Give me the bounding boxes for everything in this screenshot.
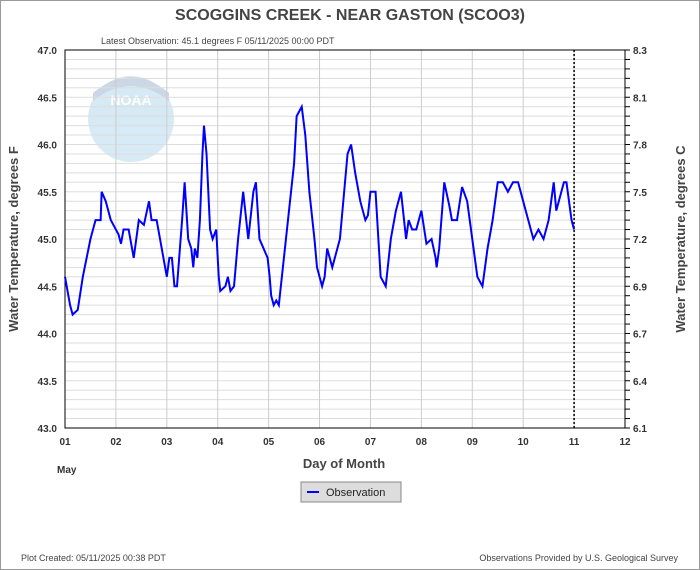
x-tick-label: 10	[518, 437, 530, 448]
y-tick-label: 44.0	[38, 330, 58, 341]
y2-tick-label: 8.3	[633, 46, 647, 57]
legend-box	[300, 481, 402, 503]
y-tick-label: 43.5	[38, 377, 58, 388]
y2-axis-label: Water Temperature, degrees C	[673, 145, 688, 333]
x-tick-label: 11	[569, 437, 580, 448]
x-tick-label: 03	[161, 437, 173, 448]
y2-tick-label: 7.2	[633, 235, 647, 246]
y2-tick-label: 6.1	[633, 424, 647, 435]
y-tick-label: 47.0	[38, 46, 58, 57]
x-axis-label: Day of Month	[303, 456, 385, 471]
y-tick-label: 45.5	[38, 188, 58, 199]
x-tick-label: 07	[365, 437, 377, 448]
month-label: May	[57, 465, 77, 476]
observation-line	[64, 103, 576, 317]
chart-title: SCOGGINS CREEK - NEAR GASTON (SCOO3)	[175, 7, 525, 24]
y-axis-label: Water Temperature, degrees F	[6, 146, 21, 332]
y2-tick-label: 6.9	[633, 282, 647, 293]
grid	[64, 49, 626, 429]
latest-observation: Latest Observation: 45.1 degrees F 05/11…	[101, 36, 335, 46]
x-tick-label: 09	[467, 437, 479, 448]
y-tick-label: 46.0	[38, 141, 58, 152]
noaa-logo-watermark: NOAA	[88, 76, 174, 162]
svg-text:NOAA: NOAA	[110, 92, 151, 108]
y2-tick-label: 7.8	[633, 141, 647, 152]
legend: Observation	[300, 481, 402, 503]
x-tick-label: 02	[110, 437, 122, 448]
y-tick-label: 45.0	[38, 235, 58, 246]
plot-created: Plot Created: 05/11/2025 00:38 PDT	[21, 553, 166, 563]
data-source: Observations Provided by U.S. Geological…	[479, 553, 678, 563]
x-tick-label: 05	[263, 437, 275, 448]
y2-tick-label: 6.7	[633, 330, 647, 341]
y2-tick-label: 6.4	[633, 377, 647, 388]
y-tick-label: 44.5	[38, 282, 58, 293]
x-tick-label: 06	[314, 437, 326, 448]
x-axis: 01 02 03 04 05 06 07 08 09 10 11 12	[59, 437, 631, 448]
x-tick-label: 04	[212, 437, 224, 448]
x-tick-label: 08	[416, 437, 428, 448]
x-tick-label: 12	[619, 437, 631, 448]
y-tick-label: 43.0	[38, 424, 58, 435]
y2-tick-label: 8.1	[633, 93, 647, 104]
x-tick-label: 01	[59, 437, 71, 448]
y2-tick-label: 7.5	[633, 188, 647, 199]
y-axis-left: 43.0 43.5 44.0 44.5 45.0 45.5 46.0 46.5 47.0	[38, 46, 58, 435]
y-tick-label: 46.5	[38, 93, 58, 104]
legend-label: Observation	[326, 487, 385, 499]
y-axis-right: 6.1 6.4 6.7 6.9 7.2 7.5 7.8 8.1 8.3	[625, 46, 647, 435]
